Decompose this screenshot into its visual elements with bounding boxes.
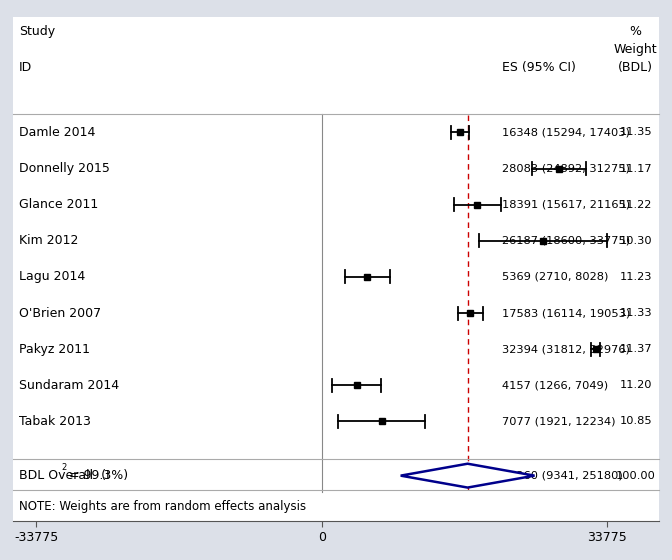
Text: Damle 2014: Damle 2014 xyxy=(19,126,95,139)
Text: Pakyz 2011: Pakyz 2011 xyxy=(19,343,90,356)
Text: 32394 (31812, 32976): 32394 (31812, 32976) xyxy=(501,344,630,354)
Text: Lagu 2014: Lagu 2014 xyxy=(19,270,85,283)
Text: Sundaram 2014: Sundaram 2014 xyxy=(19,379,119,392)
Text: 100.00: 100.00 xyxy=(616,470,656,480)
Text: 11.22: 11.22 xyxy=(620,200,652,209)
Text: Weight: Weight xyxy=(614,43,657,56)
Text: 10.85: 10.85 xyxy=(620,417,652,427)
Text: Glance 2011: Glance 2011 xyxy=(19,198,98,211)
Text: (BDL): (BDL) xyxy=(618,61,653,74)
Text: Study: Study xyxy=(19,25,55,38)
Text: 4157 (1266, 7049): 4157 (1266, 7049) xyxy=(501,380,607,390)
Text: ES (95% CI): ES (95% CI) xyxy=(501,61,575,74)
Text: 18391 (15617, 21165): 18391 (15617, 21165) xyxy=(501,200,630,209)
Text: BDL Overall  (I: BDL Overall (I xyxy=(19,469,110,482)
Text: %: % xyxy=(630,25,642,38)
Text: 2: 2 xyxy=(61,463,67,472)
Text: 5369 (2710, 8028): 5369 (2710, 8028) xyxy=(501,272,608,282)
Text: 26187 (18600, 33775): 26187 (18600, 33775) xyxy=(501,236,630,246)
Text: Tabak 2013: Tabak 2013 xyxy=(19,415,91,428)
Text: 11.17: 11.17 xyxy=(620,164,652,174)
Text: 17583 (16114, 19053): 17583 (16114, 19053) xyxy=(501,308,630,318)
Text: Kim 2012: Kim 2012 xyxy=(19,234,79,248)
Text: ID: ID xyxy=(19,61,32,74)
Text: 11.37: 11.37 xyxy=(620,344,652,354)
Text: 11.33: 11.33 xyxy=(620,308,652,318)
Text: 28083 (24892, 31275): 28083 (24892, 31275) xyxy=(501,164,630,174)
Text: = 99.3%): = 99.3%) xyxy=(65,469,128,482)
Text: NOTE: Weights are from random effects analysis: NOTE: Weights are from random effects an… xyxy=(19,500,306,513)
Text: 11.20: 11.20 xyxy=(620,380,652,390)
Text: 16348 (15294, 17403): 16348 (15294, 17403) xyxy=(501,128,630,137)
Text: 11.35: 11.35 xyxy=(620,128,652,137)
Text: 17260 (9341, 25180): 17260 (9341, 25180) xyxy=(501,470,622,480)
Text: 7077 (1921, 12234): 7077 (1921, 12234) xyxy=(501,417,615,427)
Text: O'Brien 2007: O'Brien 2007 xyxy=(19,306,101,320)
Polygon shape xyxy=(401,464,534,488)
Text: 11.23: 11.23 xyxy=(620,272,652,282)
Text: Donnelly 2015: Donnelly 2015 xyxy=(19,162,110,175)
Text: 10.30: 10.30 xyxy=(620,236,652,246)
